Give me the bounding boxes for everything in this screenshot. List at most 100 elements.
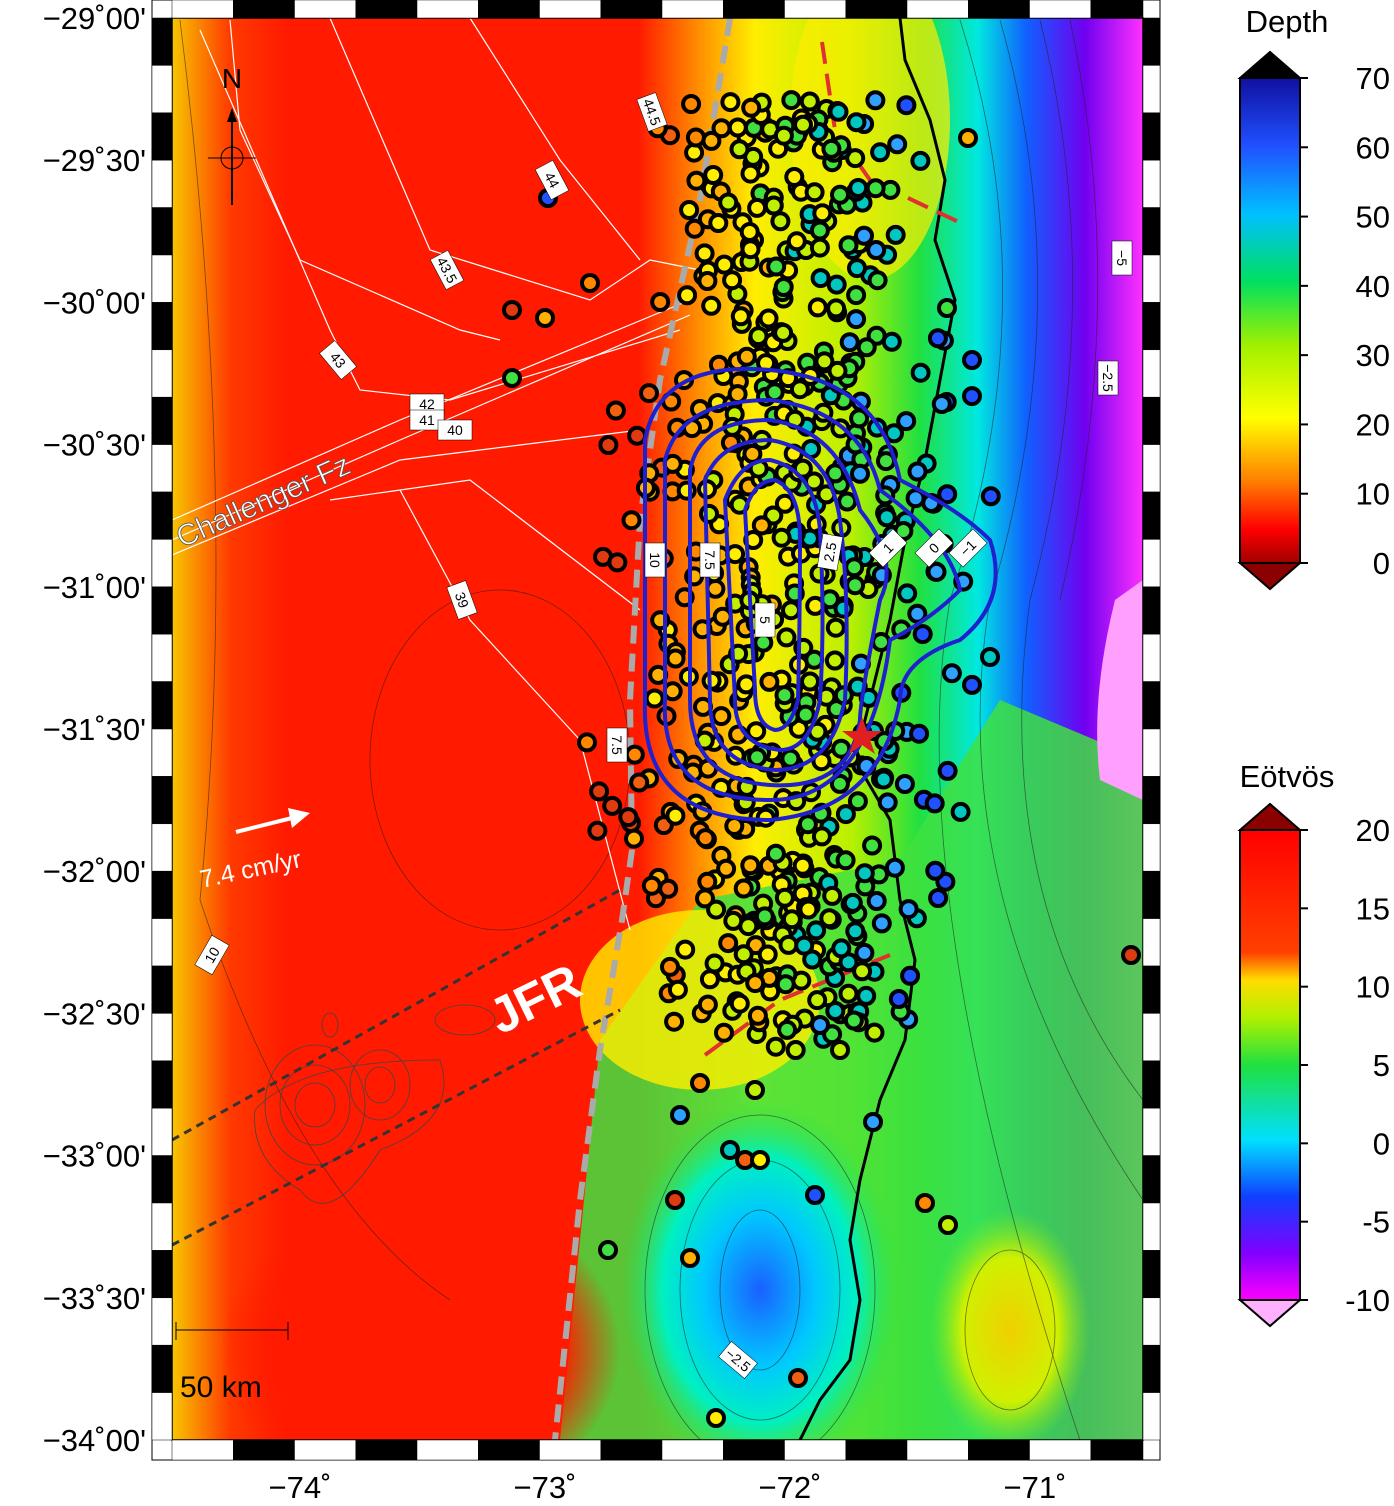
contour-label-box: [606, 727, 628, 763]
earthquake: [915, 1193, 935, 1213]
earthquake: [871, 632, 892, 652]
earthquake: [799, 91, 820, 112]
frame-block: [784, 1439, 846, 1461]
earthquake: [706, 899, 727, 920]
earthquake: [910, 362, 931, 383]
earthquake: [711, 118, 732, 139]
earthquake: [699, 503, 719, 524]
earthquake: [765, 843, 786, 864]
earthquake: [729, 139, 750, 160]
frame-block: [1142, 1297, 1161, 1346]
earthquake: [754, 906, 775, 927]
earthquake: [805, 1185, 825, 1205]
contour-label: 44: [534, 159, 570, 201]
earthquake: [867, 270, 888, 291]
contour-label-box: [319, 340, 357, 380]
earthquake: [660, 956, 680, 977]
earthquake: [907, 461, 928, 482]
earthquake: [629, 772, 650, 793]
earthquake: [839, 332, 860, 353]
earthquake: [812, 203, 833, 224]
earthquake: [789, 379, 810, 400]
earthquake: [684, 218, 705, 239]
earthquake: [670, 1105, 690, 1125]
lon-label: −74˚: [269, 1470, 332, 1505]
earthquake: [830, 184, 850, 205]
earthquake: [785, 1040, 806, 1060]
frame-block: [151, 681, 173, 730]
colorbar-tick-label: 0: [1373, 546, 1390, 581]
colorbar: [1239, 829, 1301, 1301]
contour-label: 0: [914, 528, 954, 568]
frame-block: [1142, 1107, 1161, 1156]
earthquake: [937, 484, 958, 505]
earthquake: [865, 178, 886, 199]
earthquake: [618, 807, 639, 828]
frame-block: [355, 0, 418, 19]
ridge-lines: [172, 888, 621, 1247]
contour-label-text: 7.5: [702, 550, 718, 570]
earthquake: [795, 704, 816, 725]
earthquake: [736, 346, 757, 367]
earthquake: [535, 308, 555, 328]
contour-label: 7.5: [606, 727, 628, 763]
frame-block: [1029, 0, 1091, 19]
earthquake: [826, 298, 847, 319]
colorbars: Depth 0 10 20 30 40 50 60 70 Eötvös -10 -5 0 5 10 15 20: [1237, 4, 1390, 1328]
frame-block: [1029, 1439, 1091, 1461]
earthquake: [598, 435, 619, 455]
contour-label: −2.5: [1097, 360, 1119, 396]
earthquake: [759, 671, 780, 692]
map-area: N Challenger Fz 7.4 cm/yr JFR 50 km 44.5…: [172, 18, 1143, 1440]
earthquake: [898, 899, 919, 920]
earthquake: [848, 178, 869, 198]
contour-label-text: 41: [419, 412, 435, 428]
earthquake: [714, 254, 735, 275]
earthquake: [846, 285, 867, 306]
thin-contours: [179, 19, 1143, 1440]
earthquake: [740, 239, 761, 260]
earthquake: [705, 578, 726, 599]
frame-block: [151, 491, 173, 540]
contour-label: −1: [948, 528, 988, 568]
frame-block: [845, 0, 908, 19]
earthquake: [856, 985, 877, 1006]
frame-block: [478, 0, 540, 19]
contour-label-text: 10: [647, 552, 663, 568]
earthquake: [644, 688, 665, 709]
earthquake: [846, 309, 867, 330]
colorbar-tick-label: 50: [1356, 200, 1390, 235]
frame-block: [151, 444, 173, 493]
earthquake: [722, 270, 743, 291]
frame-block: [1142, 586, 1161, 635]
lon-label: −72˚: [759, 1470, 822, 1505]
frame-block: [478, 1439, 540, 1461]
colorbar-tick-label: 10: [1356, 477, 1390, 512]
earthquake: [718, 192, 739, 213]
earthquake: [686, 170, 707, 191]
contour-label-text: 44: [541, 169, 563, 190]
earthquake: [747, 747, 768, 768]
contour-label-box: [644, 542, 666, 578]
scale-bar: [175, 1322, 289, 1340]
earthquake: [589, 781, 610, 802]
earthquake: [773, 277, 794, 297]
frame-block: [1142, 1392, 1161, 1441]
lat-label: −33˚00': [43, 1139, 146, 1174]
earthquake: [694, 243, 715, 264]
earthquake: [781, 600, 801, 621]
frame-block: [151, 1202, 173, 1251]
frame-block: [1142, 159, 1161, 208]
contour-label-text: 39: [452, 590, 472, 610]
frame-block: [151, 254, 173, 303]
contour-label-box: [194, 934, 230, 976]
lat-label: −32˚30': [43, 996, 146, 1031]
frame-block: [151, 1392, 173, 1441]
contour-label-box: [429, 249, 465, 291]
earthquake: [866, 891, 887, 911]
frame-block: [151, 918, 173, 967]
earthquake: [730, 306, 751, 327]
earthquake: [774, 887, 795, 908]
colorbar-cap: [1237, 562, 1303, 591]
